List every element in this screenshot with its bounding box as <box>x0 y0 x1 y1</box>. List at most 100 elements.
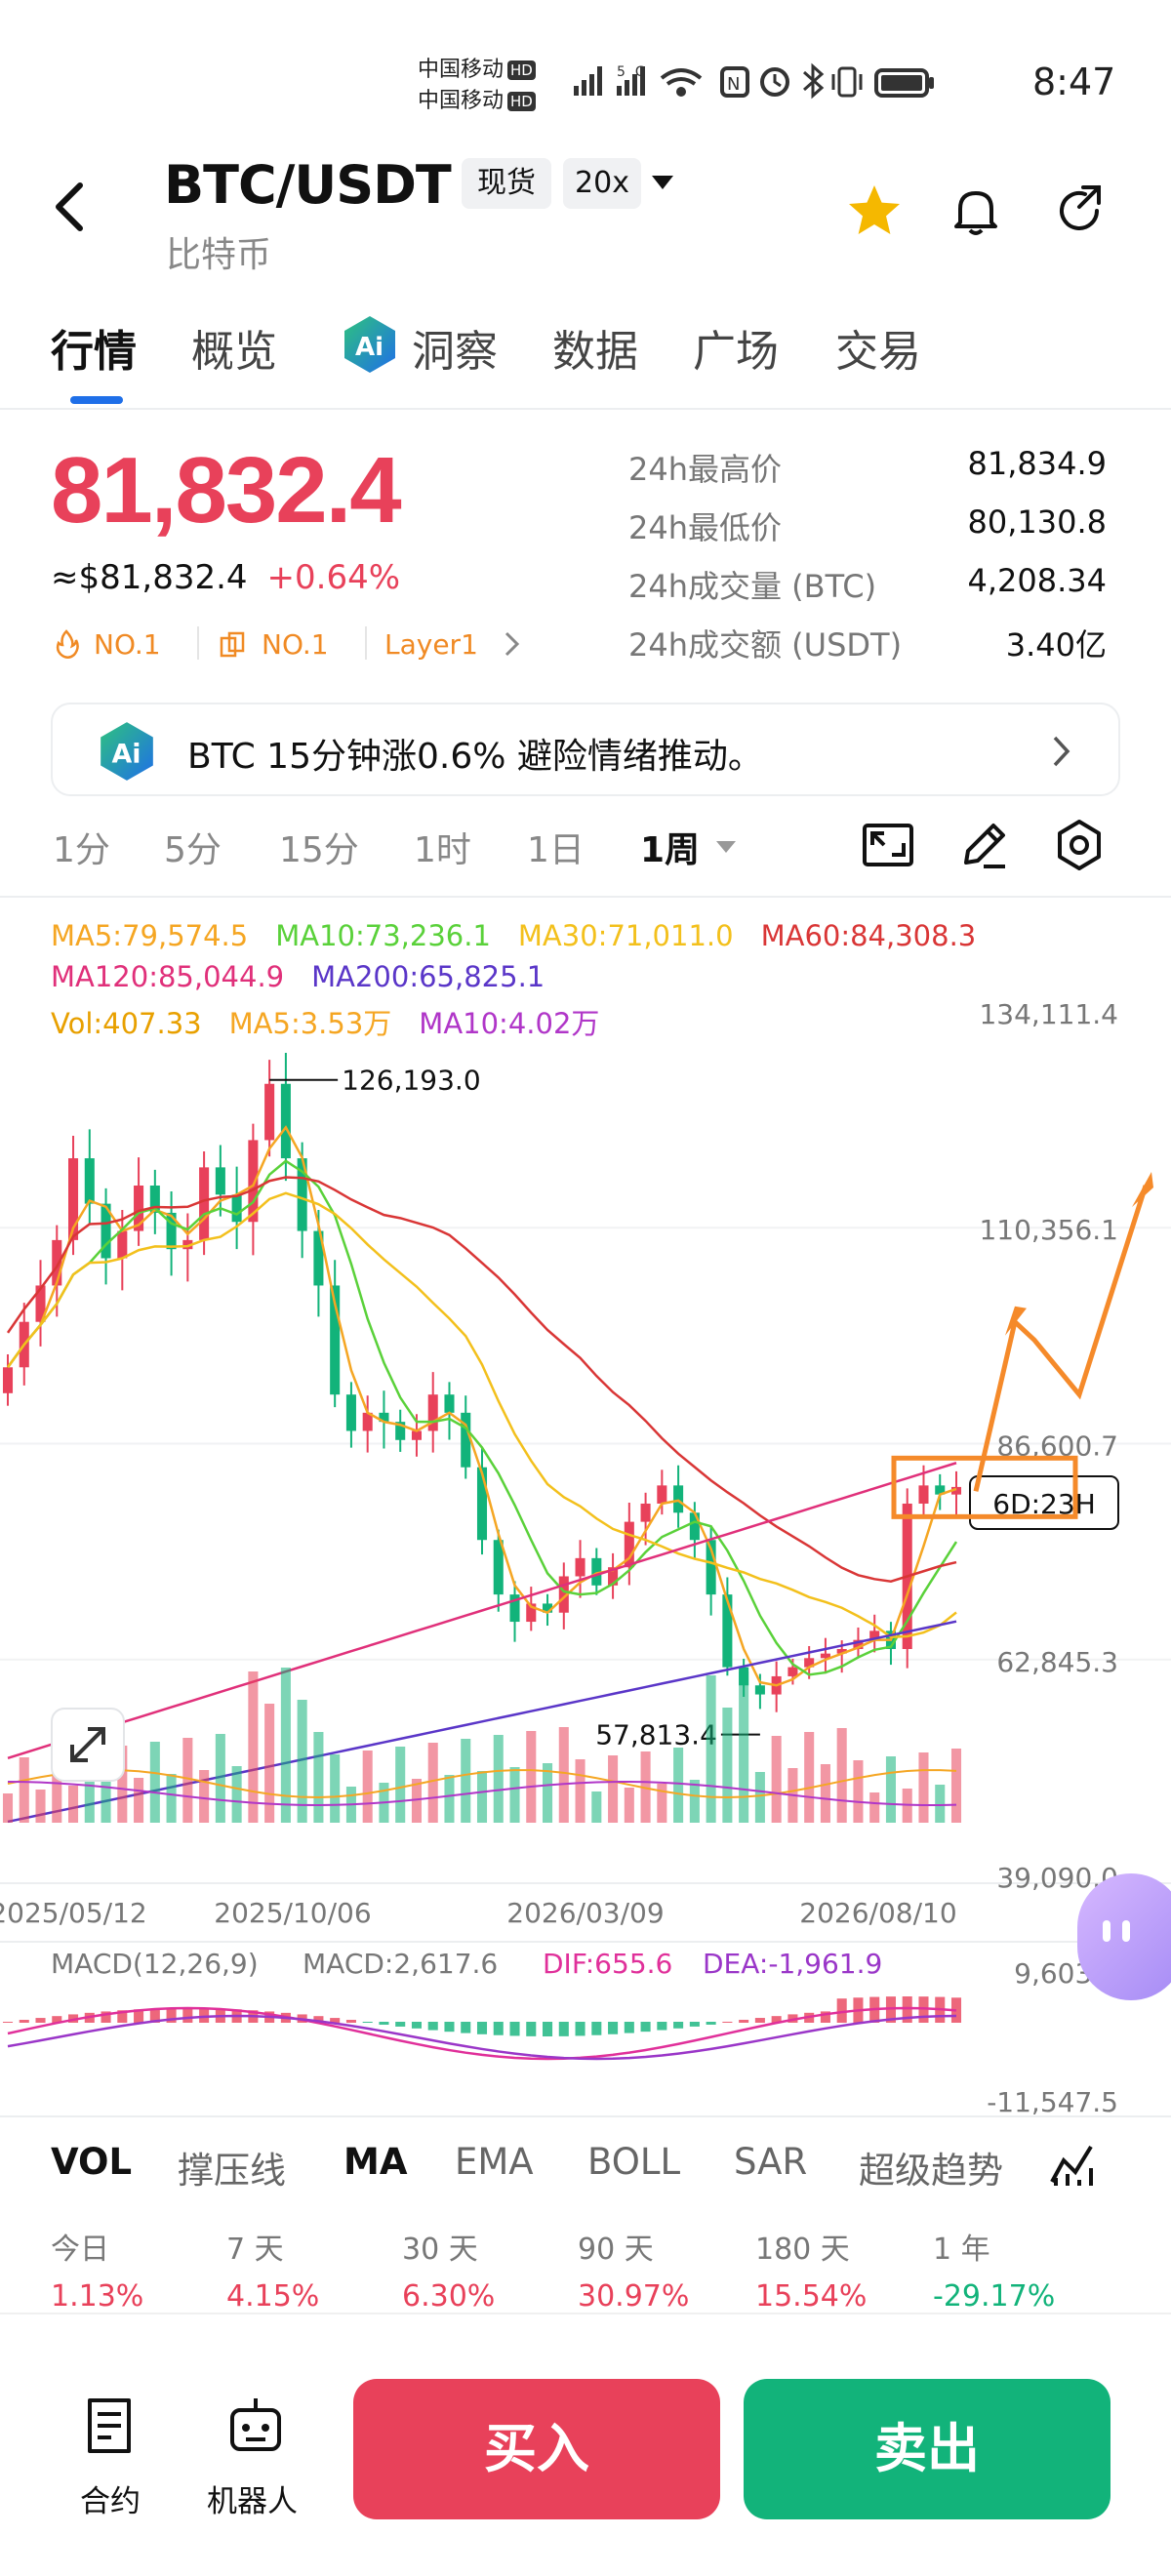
macd-histogram-bar <box>820 2011 830 2023</box>
fullscreen-button[interactable] <box>51 1708 125 1782</box>
rank-category[interactable]: Layer1 <box>384 628 478 661</box>
cube-icon <box>220 631 245 658</box>
macd-histogram-bar <box>134 2009 144 2023</box>
stat-high-label: 24h最高价 <box>628 451 783 488</box>
macd-histogram-bar <box>166 2008 177 2023</box>
return-label-7d: 7 天 <box>226 2233 284 2267</box>
kline-chart-panel[interactable]: MA5:79,574.5 MA10:73,236.1 MA30:71,011.0 MA… <box>0 896 1171 2125</box>
macd-dea-line <box>7 2014 957 2061</box>
contract-label[interactable]: 合约 <box>80 2484 141 2519</box>
candle-body <box>575 1557 586 1577</box>
tf-5min[interactable]: 5分 <box>164 830 222 870</box>
back-icon[interactable] <box>49 178 88 236</box>
ma120-line <box>7 1462 957 1759</box>
assistant-bubble[interactable] <box>1077 1873 1171 2000</box>
ind-support-resistance[interactable]: 撑压线 <box>178 2150 286 2192</box>
chart-type-icon[interactable] <box>859 816 917 874</box>
volume-bar <box>149 1742 160 1823</box>
ma10-value: MA10:73,236.1 <box>275 919 491 952</box>
star-icon[interactable] <box>845 181 904 240</box>
return-label-today: 今日 <box>51 2233 109 2267</box>
leverage-tag[interactable]: 20x <box>563 158 641 209</box>
tab-overview[interactable]: 概览 <box>191 327 277 377</box>
volume-bar <box>853 1760 864 1823</box>
candlestick-chart[interactable]: 134,111.4110,356.186,600.762,845.339,090… <box>0 898 1171 2117</box>
volume-bar <box>117 1746 128 1823</box>
buy-button[interactable]: 买入 <box>353 2379 720 2519</box>
bell-icon[interactable] <box>947 181 1005 240</box>
ind-vol[interactable]: VOL <box>51 2141 133 2183</box>
volume-bar <box>411 1779 422 1823</box>
volume-bar <box>330 1754 341 1823</box>
candle-body <box>673 1485 684 1513</box>
macd-histogram-bar <box>558 2022 569 2036</box>
robot-label[interactable]: 机器人 <box>207 2484 298 2519</box>
rank-hot[interactable]: NO.1 <box>94 628 161 661</box>
status-bar: 中国移动 HD 中国移动 HD 5G N 8:47 <box>0 0 1171 166</box>
volume-bar <box>739 1671 749 1823</box>
annotation-arrow <box>973 1321 1018 1492</box>
caret-down-icon[interactable] <box>714 837 738 857</box>
draw-pencil-icon[interactable] <box>954 816 1013 874</box>
alarm-icon <box>760 67 789 97</box>
ind-supertrend[interactable]: 超级趋势 <box>859 2150 1003 2192</box>
candle-body <box>706 1540 716 1595</box>
volume-bar <box>526 1731 537 1823</box>
macd-histogram-bar <box>575 2022 586 2036</box>
candle-body <box>117 1230 128 1259</box>
candle-body <box>935 1485 946 1495</box>
y-tick-label: 110,356.1 <box>979 1214 1118 1246</box>
battery-icon <box>874 68 934 98</box>
tf-1h[interactable]: 1时 <box>414 830 471 870</box>
ind-ma[interactable]: MA <box>343 2141 408 2183</box>
macd-histogram-bar <box>182 2008 193 2023</box>
rank-market-cap[interactable]: NO.1 <box>262 628 329 661</box>
volume-bar <box>35 1790 46 1823</box>
macd-histogram-bar <box>885 1996 896 2023</box>
ind-ema[interactable]: EMA <box>455 2141 534 2183</box>
volume-bar <box>754 1772 765 1823</box>
tab-market[interactable]: 行情 <box>51 327 137 377</box>
share-icon[interactable] <box>1050 181 1109 240</box>
candle-body <box>543 1603 553 1613</box>
bluetooth-icon <box>803 62 825 100</box>
bottom-action-bar: 合约 机器人 买入 卖出 <box>0 2313 1171 2576</box>
indicator-settings-icon[interactable] <box>1048 2139 1099 2190</box>
pair-title[interactable]: BTC/USDT <box>164 154 452 216</box>
tab-square[interactable]: 广场 <box>693 327 779 377</box>
volume-bar <box>134 1778 144 1823</box>
divider <box>197 626 199 660</box>
sell-button[interactable]: 卖出 <box>744 2379 1110 2519</box>
tab-trade[interactable]: 交易 <box>835 327 921 377</box>
chevron-right-icon[interactable] <box>502 628 523 660</box>
tf-1d[interactable]: 1日 <box>527 830 585 870</box>
tab-data[interactable]: 数据 <box>552 327 638 377</box>
vol-ma5-line <box>7 1769 957 1799</box>
tab-insight[interactable]: 洞察 <box>412 327 498 377</box>
y-tick-label: 134,111.4 <box>979 998 1118 1030</box>
ind-boll[interactable]: BOLL <box>587 2141 681 2183</box>
candle-body <box>624 1521 634 1568</box>
ma60-line <box>6 1176 957 1584</box>
macd-histogram-bar <box>313 2016 324 2023</box>
candle-body <box>853 1639 864 1649</box>
tf-1w[interactable]: 1周 <box>640 830 701 870</box>
expand-icon <box>70 1727 105 1762</box>
candle-body <box>379 1412 389 1423</box>
candle-body <box>84 1158 95 1204</box>
robot-icon[interactable] <box>226 2395 285 2457</box>
svg-text:N: N <box>727 74 749 95</box>
contract-icon[interactable] <box>80 2395 139 2457</box>
caret-down-icon[interactable] <box>648 168 677 197</box>
flame-icon <box>56 629 79 659</box>
candle-body <box>869 1630 880 1640</box>
spot-tag[interactable]: 现货 <box>462 158 551 209</box>
ma-legend-row-2: MA120:85,044.9 MA200:65,825.1 <box>51 960 572 993</box>
candle-body <box>411 1430 422 1440</box>
tf-1min[interactable]: 1分 <box>53 830 110 870</box>
tf-15min[interactable]: 15分 <box>279 830 359 870</box>
ai-insight-banner[interactable]: Ai BTC 15分钟涨0.6% 避险情绪推动。 <box>51 703 1120 796</box>
ind-sar[interactable]: SAR <box>734 2141 808 2183</box>
settings-icon[interactable] <box>1050 816 1109 874</box>
candle-body <box>804 1658 815 1668</box>
